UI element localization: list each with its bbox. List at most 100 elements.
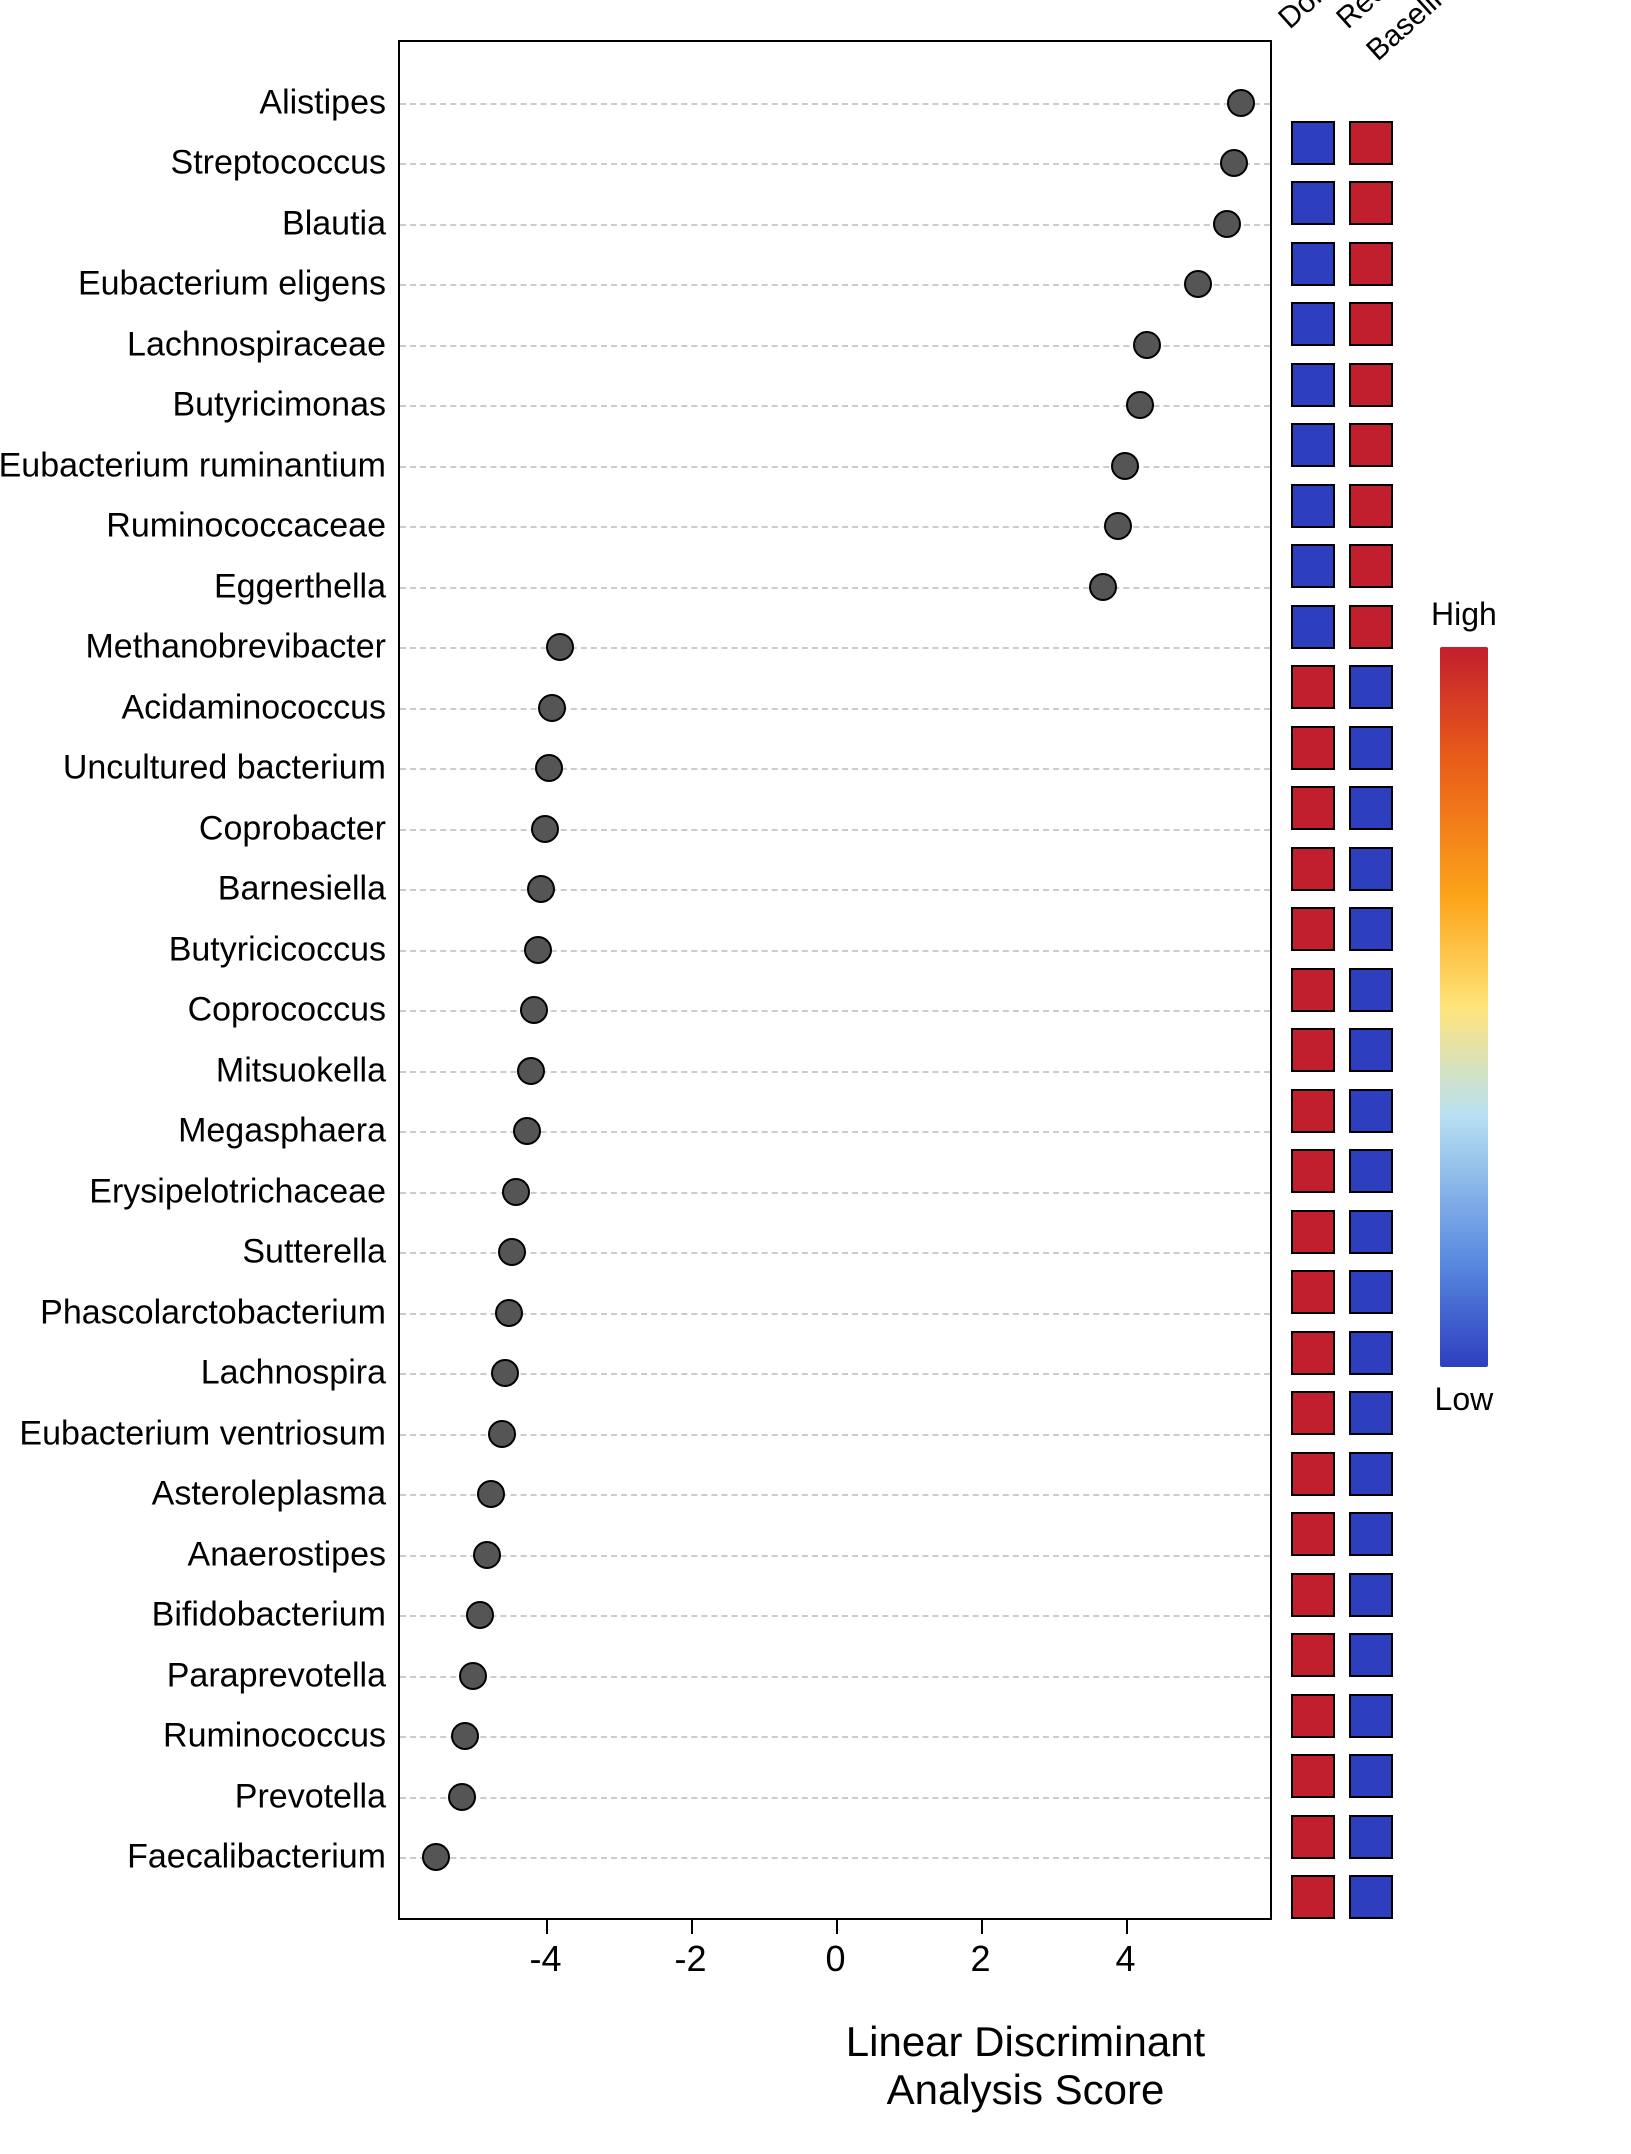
heatmap-cell (1291, 1754, 1335, 1798)
heatmap-cell (1291, 1573, 1335, 1617)
x-tick (836, 1920, 839, 1934)
heatmap-cell (1291, 1815, 1335, 1859)
heatmap-cell (1349, 786, 1393, 830)
heatmap-cell (1291, 665, 1335, 709)
y-axis-label: Eubacterium eligens (78, 265, 386, 304)
y-axis-label: Ruminococcus (163, 1717, 386, 1756)
heatmap-cell (1291, 847, 1335, 891)
colorbar-high-label: High (1431, 596, 1497, 633)
y-axis-label: Mitsuokella (216, 1051, 386, 1090)
heatmap-cell (1349, 1270, 1393, 1314)
data-point (1104, 512, 1132, 540)
y-axis-label: Megasphaera (178, 1112, 386, 1151)
data-point (466, 1601, 494, 1629)
scatter-panel-wrapper: AlistipesStreptococcusBlautiaEubacterium… (398, 40, 1273, 1950)
plot-and-heatmap-row: AlistipesStreptococcusBlautiaEubacterium… (0, 40, 1631, 1958)
gridline (400, 1676, 1270, 1678)
gridline (400, 647, 1270, 649)
data-point (1227, 89, 1255, 117)
heatmap-cell (1291, 726, 1335, 770)
data-point (1220, 149, 1248, 177)
y-axis-label: Prevotella (235, 1777, 386, 1816)
data-point (517, 1057, 545, 1085)
heatmap-column: DonorRecipientBaseline HighLow (1291, 14, 1631, 1958)
heatmap-cell (1291, 1875, 1335, 1919)
heatmap-cell (1349, 1875, 1393, 1919)
data-point (459, 1662, 487, 1690)
y-axis-label: Methanobrevibacter (85, 628, 386, 667)
heatmap-cell (1349, 907, 1393, 951)
heatmap-cell (1349, 1573, 1393, 1617)
data-point (535, 754, 563, 782)
heatmap-cell (1291, 1089, 1335, 1133)
x-axis-title: Linear Discriminant Analysis Score (381, 2018, 1251, 2114)
heatmap-cell (1349, 1089, 1393, 1133)
y-axis-label: Eubacterium ventriosum (19, 1414, 386, 1453)
data-point (1089, 573, 1117, 601)
y-axis-label: Sutterella (242, 1233, 386, 1272)
y-axis-label: Alistipes (259, 83, 386, 122)
y-axis-label: Eubacterium ruminantium (0, 446, 386, 485)
heatmap-cell (1349, 1452, 1393, 1496)
data-point (1184, 270, 1212, 298)
y-axis-label: Coprococcus (188, 991, 386, 1030)
data-point (1126, 391, 1154, 419)
heatmap-cell (1349, 121, 1393, 165)
gridline (400, 1797, 1270, 1799)
gridline (400, 1434, 1270, 1436)
heatmap-cell (1291, 907, 1335, 951)
data-point (422, 1843, 450, 1871)
heatmap-cell (1291, 363, 1335, 407)
y-axis-label: Ruminococcaceae (106, 507, 386, 546)
data-point (451, 1722, 479, 1750)
data-point (524, 936, 552, 964)
y-axis-label: Lachnospiraceae (127, 325, 386, 364)
heatmap-grid: High Low (1291, 82, 1631, 1958)
y-axis-label: Uncultured bacterium (63, 749, 386, 788)
gridline (400, 1736, 1270, 1738)
colorbar-gradient (1440, 647, 1488, 1367)
gridline (400, 224, 1270, 226)
gridline (400, 1857, 1270, 1859)
heatmap-cell (1291, 1512, 1335, 1556)
gridline (400, 1615, 1270, 1617)
data-point (473, 1541, 501, 1569)
heatmap-cell (1291, 968, 1335, 1012)
gridline (400, 1192, 1270, 1194)
x-tick (546, 1920, 549, 1934)
gridline (400, 587, 1270, 589)
x-tick-label: 0 (825, 1938, 845, 1980)
heatmap-cell (1291, 1452, 1335, 1496)
heatmap-cell (1291, 1391, 1335, 1435)
heatmap-cell (1349, 423, 1393, 467)
heatmap-cell (1291, 121, 1335, 165)
data-point (1133, 331, 1161, 359)
y-axis-label: Lachnospira (201, 1354, 386, 1393)
heatmap-cell (1349, 1694, 1393, 1738)
data-point (538, 694, 566, 722)
heatmap-cell (1291, 1270, 1335, 1314)
heatmap-cell (1349, 1633, 1393, 1677)
data-point (1213, 210, 1241, 238)
x-tick-label: 2 (970, 1938, 990, 1980)
gridline (400, 1555, 1270, 1557)
y-axis-label: Asteroleplasma (152, 1475, 386, 1514)
heatmap-cell (1291, 484, 1335, 528)
data-point (1111, 452, 1139, 480)
heatmap-cell (1349, 484, 1393, 528)
x-axis: -4-2024 (398, 1920, 1273, 1950)
heatmap-cell (1291, 1331, 1335, 1375)
y-axis-label: Bifidobacterium (152, 1596, 386, 1635)
data-point (531, 815, 559, 843)
gridline (400, 466, 1270, 468)
heatmap-cell (1349, 847, 1393, 891)
y-axis-label: Butyricimonas (172, 386, 386, 425)
gridline (400, 284, 1270, 286)
y-axis-label: Blautia (282, 204, 386, 243)
gridline (400, 1373, 1270, 1375)
x-tick-label: -4 (529, 1938, 561, 1980)
data-point (546, 633, 574, 661)
y-axis-label: Phascolarctobacterium (40, 1293, 386, 1332)
heatmap-cell (1349, 544, 1393, 588)
colorbar-low-label: Low (1435, 1381, 1494, 1418)
